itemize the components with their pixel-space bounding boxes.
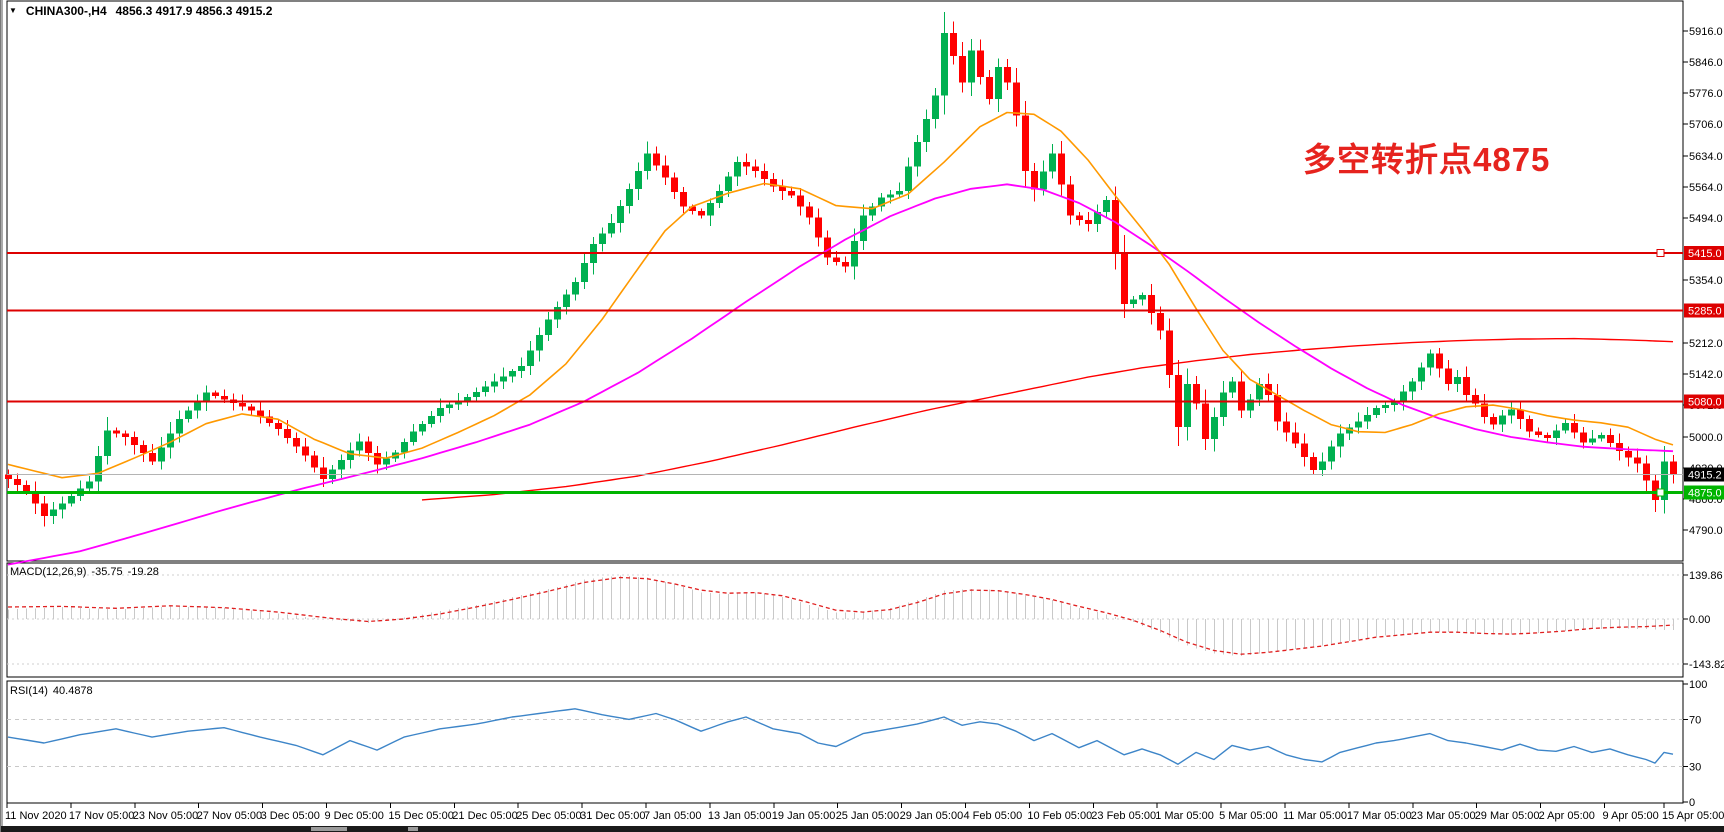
svg-text:5415.0: 5415.0 (1688, 248, 1722, 260)
svg-text:10 Feb 05:00: 10 Feb 05:00 (1027, 810, 1092, 822)
svg-text:70: 70 (1689, 714, 1701, 726)
ohlc-values: 4856.3 4917.9 4856.3 4915.2 (115, 4, 273, 18)
svg-text:21 Dec 05:00: 21 Dec 05:00 (452, 810, 517, 822)
svg-text:29 Jan 05:00: 29 Jan 05:00 (900, 810, 964, 822)
annotation-text: 多空转折点4875 (1303, 141, 1551, 178)
svg-text:13 Jan 05:00: 13 Jan 05:00 (708, 810, 772, 822)
rsi-panel: 100 70 30 0 (7, 679, 1707, 809)
svg-text:25 Jan 05:00: 25 Jan 05:00 (836, 810, 900, 822)
chart-title: ▼ CHINA300-,H4 4856.3 4917.9 4856.3 4915… (9, 4, 272, 18)
price-badge (1684, 467, 1724, 482)
svg-text:100: 100 (1689, 679, 1707, 691)
price-badge (1684, 394, 1724, 409)
macd-value: -35.75 (91, 566, 123, 578)
svg-text:5776.0: 5776.0 (1689, 88, 1723, 100)
macd-signal-line (7, 576, 1674, 655)
svg-text:0.00: 0.00 (1689, 614, 1710, 626)
svg-text:139.86: 139.86 (1689, 570, 1723, 582)
macd-panel: 139.86 0.00 -143.82 (7, 570, 1724, 671)
svg-text:5564.0: 5564.0 (1689, 182, 1723, 194)
svg-text:5634.0: 5634.0 (1689, 151, 1723, 163)
svg-text:5285.0: 5285.0 (1688, 306, 1722, 318)
rsi-label: RSI(14) 40.4878 (10, 685, 93, 697)
candles (5, 12, 1677, 527)
svg-text:30: 30 (1689, 762, 1701, 774)
svg-text:-143.82: -143.82 (1689, 659, 1724, 671)
macd-name: MACD(12,26,9) (10, 566, 87, 578)
ma-line-MA-slow (421, 337, 1674, 501)
svg-text:9 Apr 05:00: 9 Apr 05:00 (1603, 810, 1659, 822)
svg-text:5916.0: 5916.0 (1689, 26, 1723, 38)
svg-text:7 Jan 05:00: 7 Jan 05:00 (644, 810, 702, 822)
price-badge (1684, 303, 1724, 318)
svg-text:15 Apr 05:00: 15 Apr 05:00 (1662, 810, 1724, 822)
svg-text:1 Mar 05:00: 1 Mar 05:00 (1155, 810, 1214, 822)
svg-text:5000.0: 5000.0 (1689, 432, 1723, 444)
rsi-value: 40.4878 (52, 685, 93, 697)
svg-text:5846.0: 5846.0 (1689, 57, 1723, 69)
svg-text:17 Nov 05:00: 17 Nov 05:00 (69, 810, 134, 822)
svg-text:9 Dec 05:00: 9 Dec 05:00 (325, 810, 384, 822)
price-badge (1684, 246, 1724, 261)
svg-text:11 Nov 2020: 11 Nov 2020 (5, 810, 67, 822)
svg-text:2 Apr 05:00: 2 Apr 05:00 (1539, 810, 1595, 822)
rsi-name: RSI(14) (10, 685, 48, 697)
svg-text:31 Dec 05:00: 31 Dec 05:00 (580, 810, 645, 822)
svg-text:5 Mar 05:00: 5 Mar 05:00 (1219, 810, 1278, 822)
price-axis: 5916.0 5846.0 5776.0 5706.0 5634.0 5564.0 5494… (1683, 26, 1723, 537)
svg-text:4 Feb 05:00: 4 Feb 05:00 (964, 810, 1023, 822)
macd-signal-value: -19.28 (127, 566, 159, 578)
svg-text:17 Mar 05:00: 17 Mar 05:00 (1347, 810, 1412, 822)
svg-text:27 Nov 05:00: 27 Nov 05:00 (197, 810, 262, 822)
svg-text:5354.0: 5354.0 (1689, 275, 1723, 287)
svg-text:29 Mar 05:00: 29 Mar 05:00 (1475, 810, 1540, 822)
svg-text:3 Dec 05:00: 3 Dec 05:00 (261, 810, 320, 822)
svg-text:4915.2: 4915.2 (1688, 470, 1722, 482)
svg-text:15 Dec 05:00: 15 Dec 05:00 (388, 810, 453, 822)
svg-text:0: 0 (1689, 797, 1695, 809)
svg-text:25 Dec 05:00: 25 Dec 05:00 (516, 810, 581, 822)
symbol-label: CHINA300-,H4 (25, 4, 107, 18)
svg-text:5080.0: 5080.0 (1688, 397, 1722, 409)
svg-text:23 Feb 05:00: 23 Feb 05:00 (1091, 810, 1156, 822)
symbol-dropdown-icon[interactable]: ▼ (9, 6, 17, 15)
svg-text:23 Nov 05:00: 23 Nov 05:00 (133, 810, 198, 822)
svg-text:23 Mar 05:00: 23 Mar 05:00 (1411, 810, 1476, 822)
horizontal-scrollbar[interactable] (1, 826, 1724, 832)
rsi-line (7, 708, 1674, 765)
macd-label: MACD(12,26,9) -35.75 -19.28 (10, 566, 159, 578)
svg-text:5212.0: 5212.0 (1689, 338, 1723, 350)
svg-text:19 Jan 05:00: 19 Jan 05:00 (772, 810, 836, 822)
ma-line-MA-fast (7, 111, 1674, 479)
svg-text:4875.0: 4875.0 (1688, 487, 1722, 499)
svg-text:5142.0: 5142.0 (1689, 369, 1723, 381)
svg-text:11 Mar 05:00: 11 Mar 05:00 (1283, 810, 1347, 822)
svg-text:4790.0: 4790.0 (1689, 525, 1723, 537)
svg-text:5494.0: 5494.0 (1689, 213, 1723, 225)
price-badge (1684, 485, 1724, 500)
svg-text:5706.0: 5706.0 (1689, 119, 1723, 131)
